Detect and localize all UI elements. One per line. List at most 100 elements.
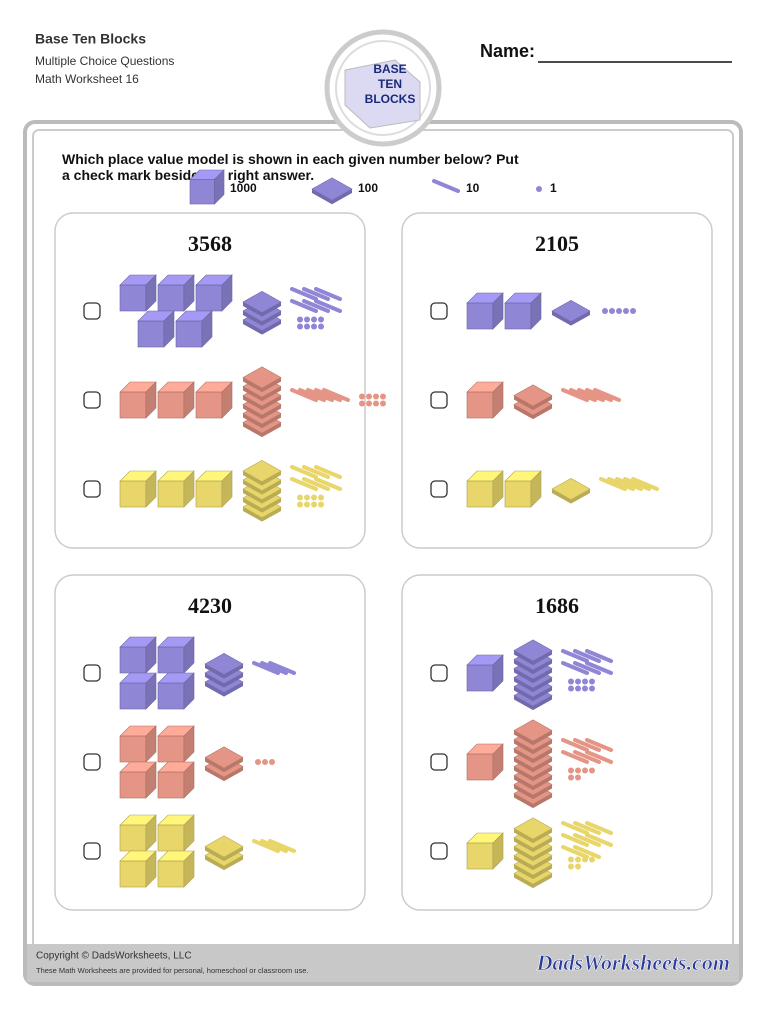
problem-number: 4230: [188, 593, 232, 618]
checkbox[interactable]: [430, 391, 448, 409]
rod: [631, 477, 659, 491]
unit: [568, 856, 574, 863]
unit: [609, 308, 615, 314]
cube-side: [183, 725, 195, 763]
legend-label: 10: [466, 181, 480, 195]
rod: [314, 299, 342, 313]
flat-side: [243, 404, 281, 420]
flat-side: [514, 395, 552, 411]
cube-side: [492, 292, 504, 330]
flat-side: [243, 320, 281, 335]
rod: [573, 833, 601, 847]
unit: [568, 678, 574, 685]
unit: [318, 316, 324, 323]
rod: [585, 738, 613, 752]
copyright: Copyright © DadsWorksheets, LLC: [36, 951, 192, 962]
unit: [366, 400, 372, 407]
rod: [573, 821, 601, 835]
problem-panel: [401, 574, 713, 911]
flat-side: [514, 873, 552, 889]
cube-side: [530, 470, 542, 508]
rod: [573, 750, 601, 764]
flat-top: [242, 460, 282, 482]
rod: [561, 738, 589, 752]
checkbox[interactable]: [83, 480, 101, 498]
cube-front: [466, 480, 494, 508]
hundreds-blocks: [513, 384, 553, 420]
flat-side: [514, 730, 552, 746]
cube-front: [119, 284, 147, 312]
checkbox[interactable]: [430, 842, 448, 860]
rod: [585, 388, 613, 402]
checkbox[interactable]: [83, 753, 101, 771]
cube-front: [504, 480, 532, 508]
flat-side: [514, 855, 552, 871]
title: Base Ten Blocks: [35, 31, 146, 47]
logo-cube: [344, 59, 421, 129]
rod: [314, 465, 342, 479]
unit: [568, 685, 574, 692]
unit: [311, 501, 317, 508]
flat-side: [243, 395, 281, 411]
unit: [297, 316, 303, 323]
unit: [380, 400, 386, 407]
legend-label: 1000: [230, 181, 257, 195]
unit: [304, 316, 310, 323]
unit: [589, 767, 595, 774]
thousands-blocks: [119, 814, 195, 888]
rod: [252, 839, 280, 853]
unit: [318, 494, 324, 501]
checkbox[interactable]: [430, 302, 448, 320]
thousands-blocks: [466, 292, 542, 330]
cube-side: [183, 381, 195, 419]
flat-side: [514, 668, 552, 684]
unit: [589, 678, 595, 685]
checkbox[interactable]: [430, 664, 448, 682]
checkbox[interactable]: [83, 842, 101, 860]
ones-blocks: [255, 759, 275, 765]
unit: [568, 767, 574, 774]
cube-front: [119, 391, 147, 419]
cube-front: [157, 735, 185, 763]
rod: [573, 738, 601, 752]
checkbox[interactable]: [83, 302, 101, 320]
unit: [262, 759, 268, 765]
checkbox[interactable]: [430, 753, 448, 771]
rod: [607, 477, 635, 491]
ones-blocks: [568, 856, 595, 870]
rod: [314, 287, 342, 301]
rod: [252, 661, 280, 675]
cube-front: [195, 284, 223, 312]
rod: [268, 839, 296, 853]
cube-front: [466, 391, 494, 419]
subtitle: Multiple Choice Questions: [35, 54, 174, 68]
flat-side: [243, 377, 281, 393]
cube-side: [201, 310, 213, 348]
cube-side: [214, 169, 225, 205]
cube-side: [492, 470, 504, 508]
flat-side: [243, 302, 281, 317]
cube-front: [157, 646, 185, 674]
hundreds-blocks: [513, 719, 553, 809]
checkbox[interactable]: [83, 391, 101, 409]
unit: [380, 393, 386, 400]
checkbox[interactable]: [83, 664, 101, 682]
cube-front: [466, 302, 494, 330]
checkbox[interactable]: [430, 480, 448, 498]
cube-side: [145, 814, 157, 852]
flat-side: [205, 846, 243, 862]
rod: [573, 649, 601, 663]
rod: [561, 845, 589, 859]
flat-side: [243, 489, 281, 504]
flat-side: [243, 386, 281, 402]
flat-side: [514, 757, 552, 773]
cube-side: [183, 636, 195, 674]
rod: [623, 477, 651, 491]
flat-side: [243, 507, 281, 522]
logo-text: TEN: [378, 77, 402, 91]
ones-blocks: [297, 316, 324, 330]
rod: [569, 388, 597, 402]
flat-side: [514, 739, 552, 755]
hundreds-blocks: [204, 653, 244, 697]
unit: [297, 323, 303, 330]
